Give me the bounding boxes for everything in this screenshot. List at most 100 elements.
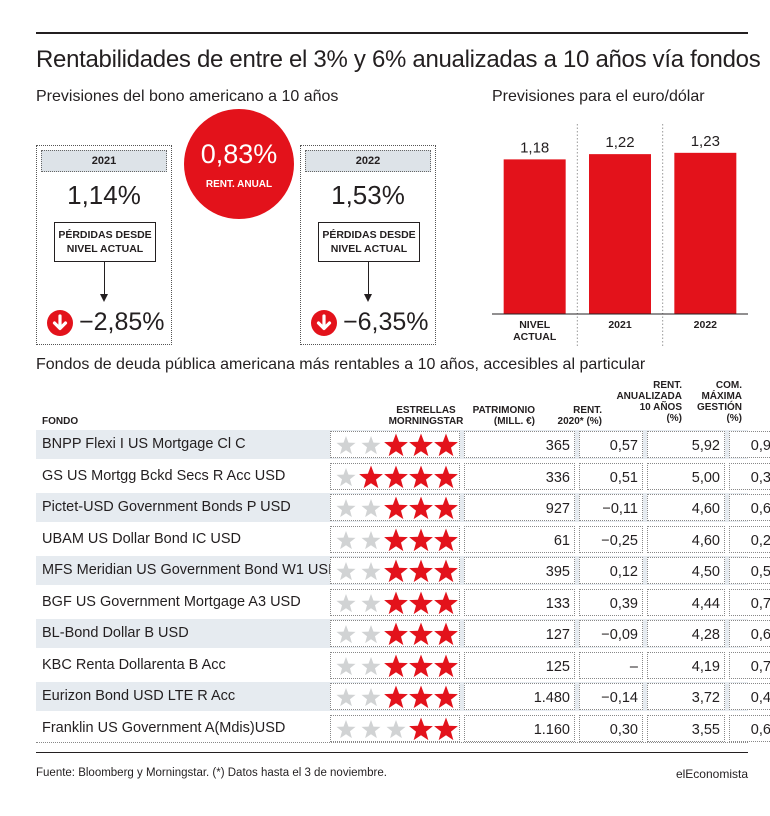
rent-2020-value-cell: −0,09 [579, 620, 643, 647]
rating-stars [336, 622, 458, 646]
header-estrellas: ESTRELLAS MORNINGSTAR [368, 405, 484, 427]
com-value: 0,60 [750, 501, 770, 517]
rating-stars [336, 685, 458, 709]
fund-name: MFS Meridian US Government Bond W1 USD [42, 562, 339, 578]
patrimonio-value: 336 [545, 469, 570, 486]
header-patrimonio-line: (MILL. €) [493, 416, 535, 427]
rent-2020-value-cell: −0,25 [579, 525, 643, 553]
page-title: Rentabilidades de entre el 3% y 6% anual… [36, 46, 761, 73]
fund-name: Franklin US Government A(Mdis)USD [42, 719, 286, 736]
star-filled-icon [384, 622, 408, 646]
bar [503, 159, 566, 314]
star-filled-icon [409, 622, 433, 646]
stars-cell [330, 462, 460, 490]
star-empty-icon [386, 719, 406, 738]
star-filled-icon [409, 528, 433, 551]
patrimonio-value: 365 [545, 438, 570, 454]
patrimonio-value-cell: 1.480 [464, 683, 575, 710]
star-filled-icon [409, 433, 433, 457]
patrimonio-value: 927 [545, 501, 570, 517]
rent-10y-value: 3,55 [691, 721, 720, 738]
rent-2020-value-cell: – [579, 651, 643, 679]
star-filled-icon [409, 496, 433, 520]
rent-2020-value: 0,39 [609, 595, 638, 612]
rating-stars [336, 433, 458, 457]
rent-10y-value-cell: 4,28 [647, 620, 725, 647]
star-empty-icon [336, 562, 356, 581]
rent-10y-value: 4,50 [691, 564, 720, 580]
brand-name: elEconomista [675, 767, 748, 781]
rating-stars [336, 591, 458, 614]
bubble-value: 0,83% [200, 139, 278, 169]
star-filled-icon [434, 433, 458, 457]
patrimonio-value-cell: 927 [464, 494, 575, 521]
bond-change-value: −2,85% [79, 308, 165, 336]
star-filled-icon [434, 496, 458, 520]
rating-stars [336, 465, 458, 488]
star-empty-icon [336, 436, 356, 455]
fund-name: BNPP Flexi I US Mortgage Cl C [42, 436, 246, 452]
star-filled-icon [409, 591, 433, 614]
com-value-cell: 0,30 [729, 462, 770, 490]
patrimonio-value-cell: 125 [464, 651, 575, 679]
source-note: Fuente: Bloomberg y Morningstar. (*) Dat… [36, 767, 387, 779]
star-filled-icon [384, 496, 408, 520]
bottom-rule [36, 752, 748, 753]
annual-return-bubble: 0,83% RENT. ANUAL [184, 109, 294, 219]
rent-10y-value-cell: 4,60 [647, 525, 725, 553]
rent-2020-value: −0,25 [601, 532, 638, 549]
rent-2020-value-cell: 0,30 [579, 714, 643, 742]
rent-10y-value: 3,72 [691, 690, 720, 706]
header-rent-10y: RENT. ANUALIZADA 10 AÑOS (%) [600, 380, 682, 424]
rent-10y-value: 5,00 [691, 469, 720, 486]
table-row: BL-Bond Dollar B USD 127 −0,09 4,28 0,60 [36, 619, 770, 648]
star-filled-icon [409, 685, 433, 709]
star-empty-icon [361, 719, 381, 738]
table-row: UBAM US Dollar Bond IC USD 61 −0,25 4,60 0,2… [36, 524, 770, 554]
rent-10y-value: 4,60 [691, 501, 720, 517]
rating-stars [336, 717, 458, 740]
down-arrow-icon [311, 310, 337, 336]
bubble-label: RENT. ANUAL [205, 179, 273, 190]
table-row: BGF US Government Mortgage A3 USD 133 0,39… [36, 587, 770, 617]
table-row: GS US Mortgg Bckd Secs R Acc USD 336 0,51 5… [36, 461, 770, 491]
header-com: COM. MÁXIMA GESTIÓN (%) [686, 380, 742, 424]
header-com-line: GESTIÓN [696, 402, 742, 413]
rent-10y-value: 4,19 [691, 658, 720, 675]
com-value: 0,90 [750, 438, 770, 454]
rent-2020-value: 0,57 [609, 438, 638, 454]
chart-title: Previsiones para el euro/dólar [492, 88, 705, 105]
bond-arrow-head [100, 294, 108, 302]
patrimonio-value-cell: 127 [464, 620, 575, 647]
com-value: 0,70 [750, 658, 770, 675]
star-filled-icon [409, 465, 433, 488]
com-value-cell: 0,25 [729, 525, 770, 553]
rent-10y-value-cell: 5,00 [647, 462, 725, 490]
header-rent-2020-line: 2020* (%) [557, 416, 602, 427]
rating-stars [336, 528, 458, 551]
rent-2020-value: 0,12 [609, 564, 638, 580]
star-filled-icon [434, 685, 458, 709]
bond-arrow-line [104, 262, 105, 298]
top-rule [36, 32, 748, 34]
stars-cell [330, 683, 460, 710]
com-value-cell: 0,40 [729, 683, 770, 710]
star-empty-icon [361, 656, 381, 675]
rent-10y-value-cell: 4,50 [647, 557, 725, 584]
rent-2020-value-cell: 0,39 [579, 588, 643, 616]
com-value: 0,40 [750, 690, 770, 706]
header-rent-2020: RENT. 2020* (%) [540, 405, 602, 427]
rating-stars [336, 496, 458, 520]
rating-stars [336, 654, 458, 677]
bond-box-2022: 2022 1,53% PÉRDIDAS DESDE NIVEL ACTUAL −… [300, 145, 436, 345]
star-filled-icon [434, 591, 458, 614]
table-row: Pictet-USD Government Bonds P USD 927 −0,1… [36, 493, 770, 522]
header-rent-10y-line: 10 AÑOS [639, 402, 682, 413]
bond-year: 2022 [305, 150, 431, 172]
table-row: BNPP Flexi I US Mortgage Cl C 365 0,57 5,92… [36, 430, 770, 459]
com-value-cell: 0,60 [729, 620, 770, 647]
rent-2020-value-cell: 0,12 [579, 557, 643, 584]
rent-2020-value-cell: −0,11 [579, 494, 643, 521]
bond-loss-label-line1: PÉRDIDAS DESDE [322, 229, 416, 241]
